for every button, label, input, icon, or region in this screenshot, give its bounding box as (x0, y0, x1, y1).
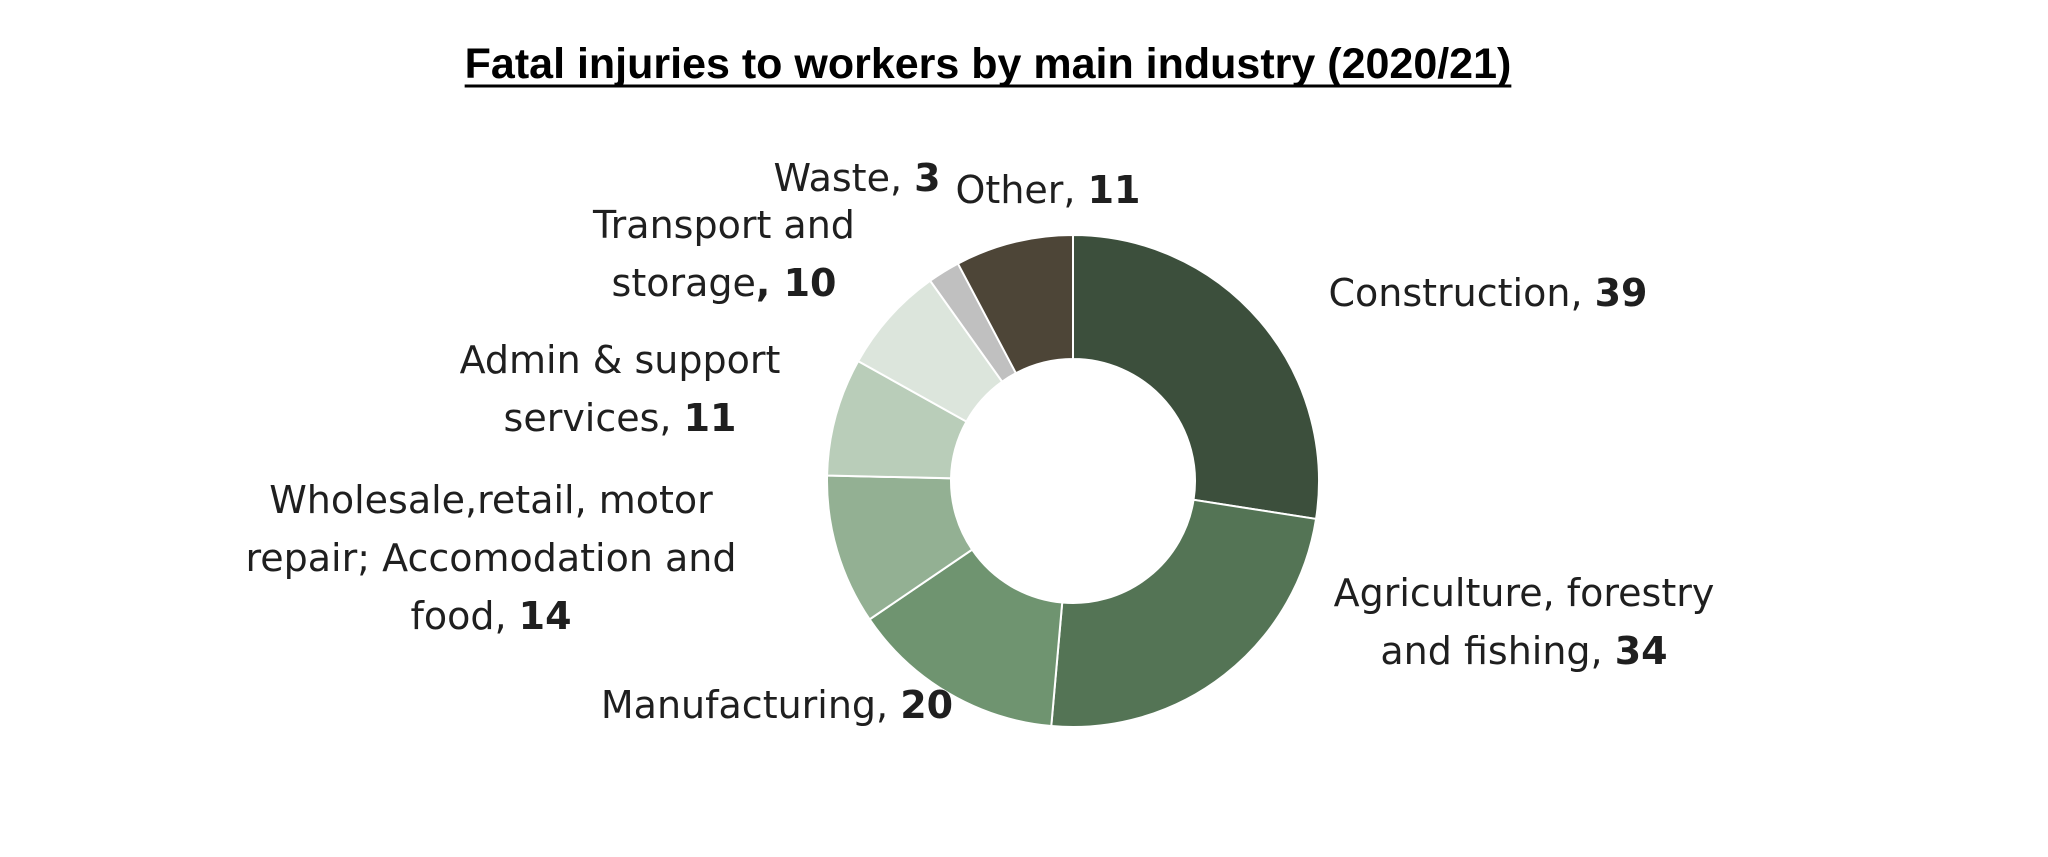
chart-title: Fatal injuries to workers by main indust… (465, 40, 1512, 88)
value-transport-and-storage: , 10 (756, 261, 837, 305)
value-manufacturing: 20 (900, 683, 953, 727)
label-agriculture-forestry-and-fishing: Agriculture, forestry and fishing, 34 (1334, 571, 1715, 673)
label-waste: Waste, 3 (773, 156, 940, 200)
value-admin-support-services: 11 (684, 396, 737, 440)
segment-other (956, 233, 1074, 375)
label-admin-support-services: Admin & support services, 11 (460, 338, 781, 440)
label-wholesale-retail-motor-repair-accomodation-and-food: Wholesale,retail, motor repair; Accomodat… (245, 478, 736, 638)
label-transport-and-storage: Transport and storage, 10 (592, 203, 855, 305)
value-construction: 39 (1595, 271, 1648, 315)
donut-segments (826, 233, 1321, 728)
label-construction: Construction, 39 (1328, 271, 1647, 315)
segment-labels: Construction, 39 Agriculture, forestry and… (245, 156, 1714, 727)
segment-construction (1072, 233, 1321, 521)
label-other: Other, 11 (956, 168, 1141, 212)
segment-manufacturing (868, 548, 1064, 728)
label-manufacturing: Manufacturing, 20 (601, 683, 953, 727)
value-other: 11 (1088, 168, 1141, 212)
segment-agriculture-forestry-and-fishing (1050, 498, 1318, 728)
value-waste: 3 (914, 156, 940, 200)
value-wholesale-retail-motor-repair-accomodation-and-food: 14 (519, 594, 572, 638)
value-agriculture-forestry-and-fishing: 34 (1615, 629, 1668, 673)
